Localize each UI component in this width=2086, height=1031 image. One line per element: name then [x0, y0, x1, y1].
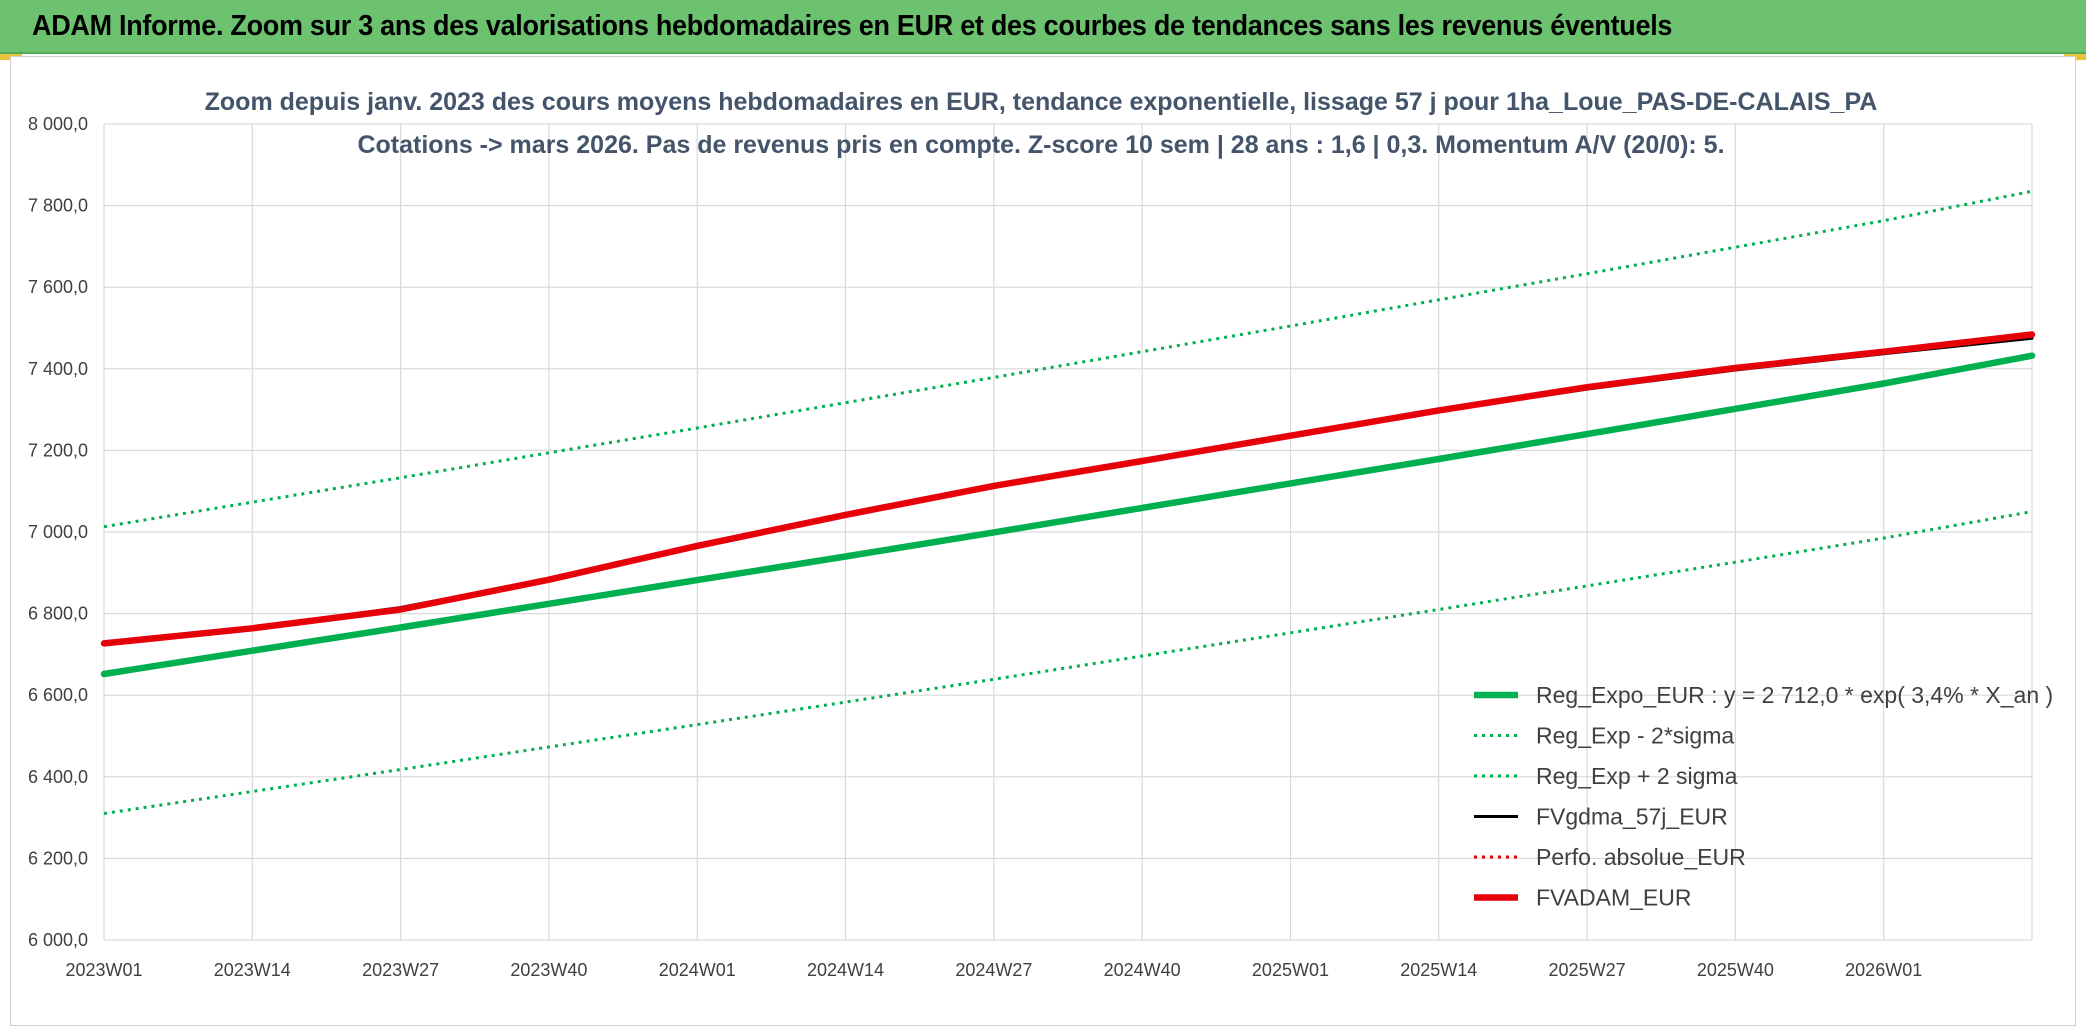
y-tick-label: 8 000,0	[28, 114, 88, 134]
y-tick-label: 7 200,0	[28, 440, 88, 460]
y-tick-label: 6 200,0	[28, 848, 88, 868]
x-tick-label: 2023W14	[214, 960, 291, 980]
series-line-3	[102, 336, 2034, 645]
x-tick-label: 2024W27	[955, 960, 1032, 980]
legend: Reg_Expo_EUR : y = 2 712,0 * exp( 3,4% *…	[1474, 682, 2053, 911]
y-tick-label: 7 000,0	[28, 522, 88, 542]
y-tick-label: 6 400,0	[28, 767, 88, 787]
y-tick-label: 6 600,0	[28, 685, 88, 705]
chart-subtitle: Cotations -> mars 2026. Pas de revenus p…	[357, 131, 1724, 159]
chart-area	[10, 56, 2076, 1026]
x-tick-label: 2025W40	[1697, 960, 1774, 980]
series-line-0	[100, 352, 2036, 678]
series-line-5	[100, 331, 2036, 647]
series-line-2	[103, 189, 2033, 529]
legend-label: Reg_Exp + 2 sigma	[1536, 763, 1738, 789]
legend-label: FVADAM_EUR	[1536, 885, 1692, 911]
series-line-4	[103, 333, 2033, 645]
chart-title-block: Zoom depuis janv. 2023 des cours moyens …	[205, 88, 1878, 159]
x-tick-label: 2025W14	[1400, 960, 1477, 980]
legend-label: Reg_Expo_EUR : y = 2 712,0 * exp( 3,4% *…	[1536, 682, 2053, 708]
x-tick-label: 2024W14	[807, 960, 884, 980]
x-tick-label: 2024W40	[1104, 960, 1181, 980]
legend-label: Reg_Exp - 2*sigma	[1536, 723, 1734, 749]
y-tick-label: 6 800,0	[28, 604, 88, 624]
legend-label: Perfo. absolue_EUR	[1536, 844, 1746, 870]
axis-layer: 6 000,0 6 200,0 6 400,0 6 600,0 6 800,0 7 000…	[28, 114, 1922, 980]
x-tick-label: 2025W27	[1549, 960, 1626, 980]
x-tick-label: 2026W01	[1845, 960, 1922, 980]
x-tick-label: 2024W01	[659, 960, 736, 980]
report-title: ADAM Informe. Zoom sur 3 ans des valoris…	[32, 9, 1673, 42]
report-banner: ADAM Informe. Zoom sur 3 ans des valoris…	[0, 0, 2086, 54]
x-tick-label: 2025W01	[1252, 960, 1329, 980]
y-tick-label: 7 800,0	[28, 196, 88, 216]
x-tick-label: 2023W40	[510, 960, 587, 980]
series-line-1	[103, 510, 2033, 815]
chart-title: Zoom depuis janv. 2023 des cours moyens …	[205, 88, 1878, 116]
y-tick-label: 6 000,0	[28, 930, 88, 950]
grid-layer	[103, 123, 2033, 941]
y-tick-label: 7 400,0	[28, 359, 88, 379]
x-tick-label: 2023W01	[65, 960, 142, 980]
legend-label: FVgdma_57j_EUR	[1536, 804, 1728, 830]
series-layer	[100, 189, 2036, 815]
x-tick-label: 2023W27	[362, 960, 439, 980]
y-tick-label: 7 600,0	[28, 277, 88, 297]
